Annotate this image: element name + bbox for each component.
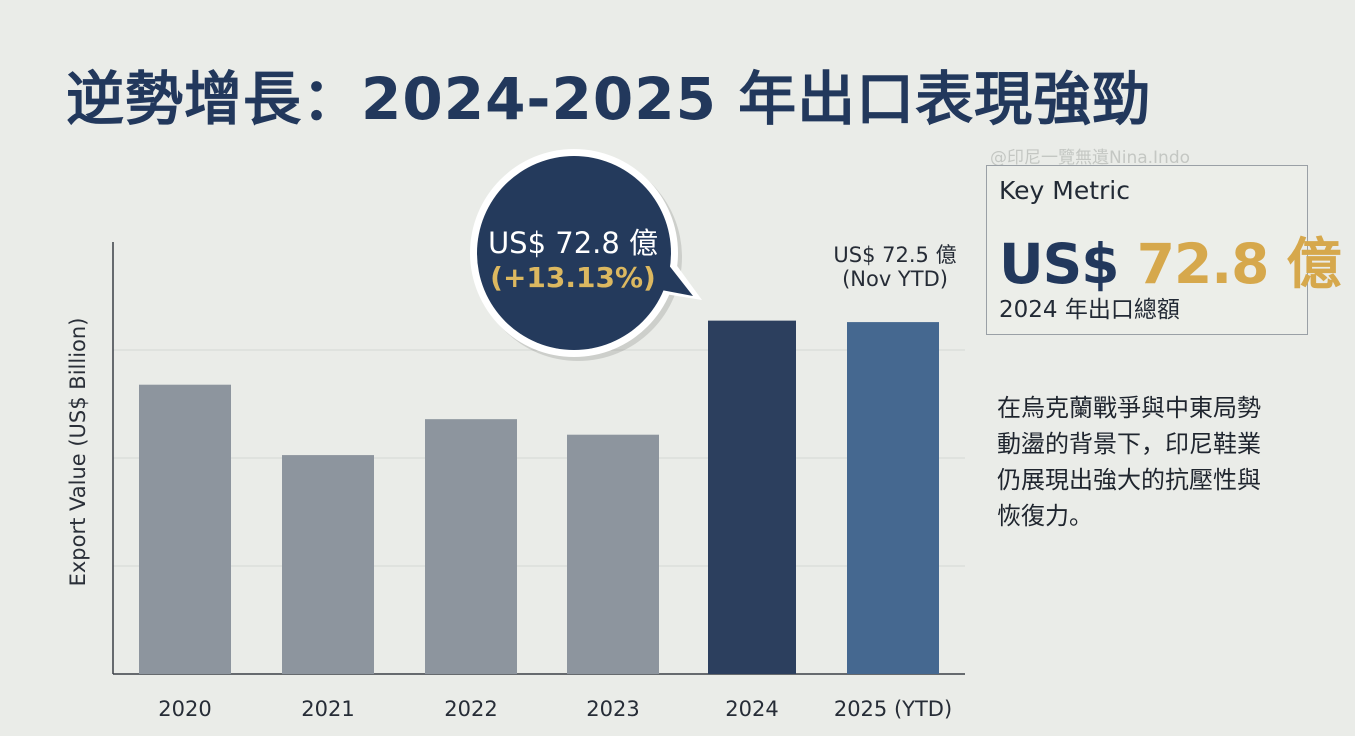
key-metric-value: US$ 72.8 億 — [999, 219, 1342, 299]
description-line: 仍展現出強大的抗壓性與 — [997, 466, 1261, 494]
x-tick-label: 2025 (YTD) — [834, 697, 952, 721]
annotation-value: US$ 72.5 億 — [833, 243, 957, 267]
bar-2023 — [567, 434, 659, 674]
x-tick-label: 2024 — [725, 697, 778, 721]
bar-2021 — [282, 455, 374, 674]
x-tick-label: 2021 — [301, 697, 354, 721]
annotation-note: (Nov YTD) — [842, 267, 948, 291]
description-line: 在烏克蘭戰爭與中東局勢 — [997, 394, 1261, 422]
key-metric-currency: US$ — [999, 232, 1120, 296]
callout-bubble — [477, 156, 671, 350]
key-metric-card: Key Metric US$ 72.8 億 2024 年出口總額 — [986, 165, 1342, 335]
description-line: 恢復力。 — [997, 502, 1093, 530]
x-tick-label: 2020 — [158, 697, 211, 721]
x-tick-label: 2023 — [586, 697, 639, 721]
watermark: @印尼一覽無遺Nina.Indo — [990, 148, 1191, 168]
key-metric-number: 72.8 億 — [1136, 232, 1342, 296]
description-text: 在烏克蘭戰爭與中東局勢 動盪的背景下，印尼鞋業 仍展現出強大的抗壓性與 恢復力。 — [997, 390, 1317, 534]
callout-tail — [635, 250, 693, 296]
page-title: 逆勢增長：2024-2025 年出口表現強勁 — [66, 65, 1152, 133]
bar-2022 — [425, 419, 517, 674]
key-metric-title: Key Metric — [999, 176, 1130, 205]
x-tick-label: 2022 — [444, 697, 497, 721]
bar-2020 — [139, 384, 231, 674]
bar-2025 — [847, 322, 939, 674]
bar-2024 — [708, 320, 796, 674]
description-line: 動盪的背景下，印尼鞋業 — [997, 430, 1261, 458]
callout-change: (+13.13%) — [490, 261, 656, 294]
callout-value: US$ 72.8 億 — [487, 226, 659, 260]
key-metric-caption: 2024 年出口總額 — [999, 297, 1180, 323]
